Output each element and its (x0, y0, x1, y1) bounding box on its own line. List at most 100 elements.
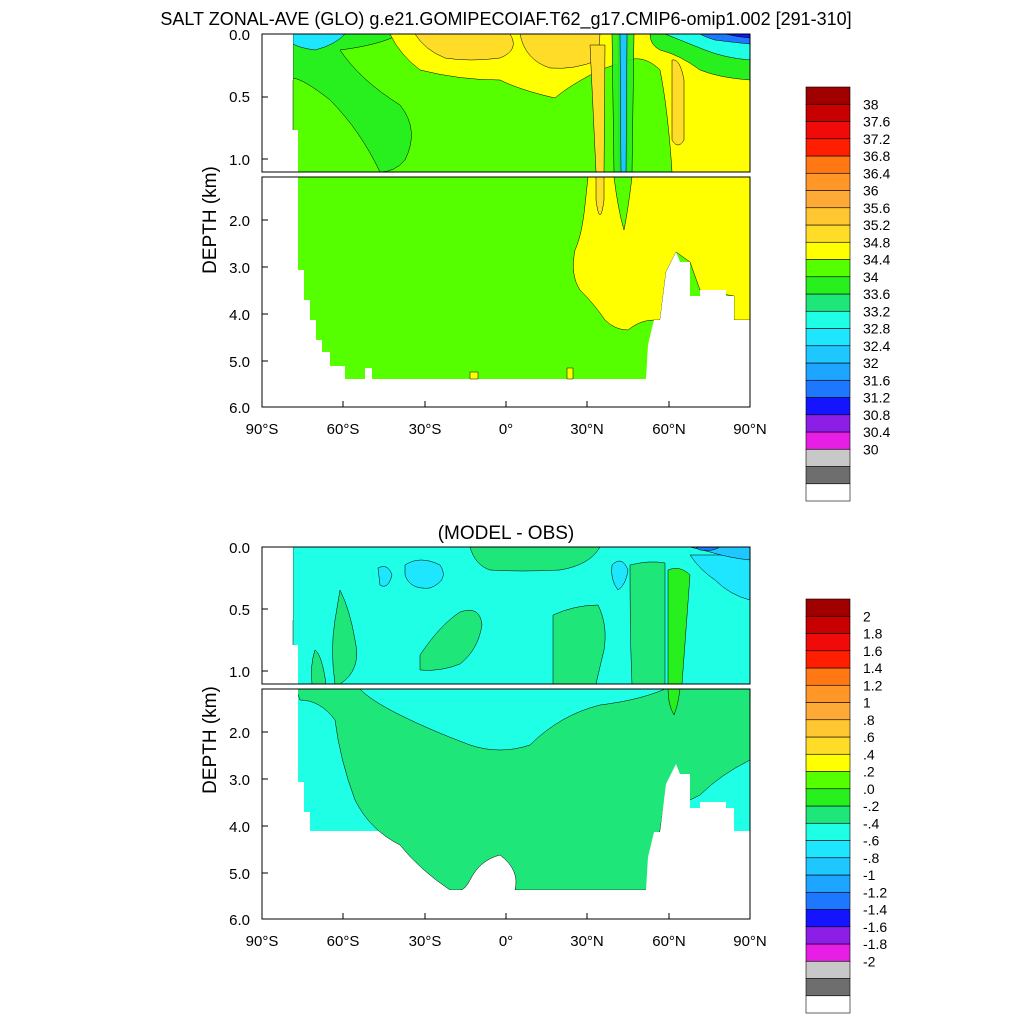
salinity-region-33.6-south (292, 34, 346, 51)
difference-colorbar-swatch (805, 736, 851, 755)
difference-colorbar-swatch (805, 857, 851, 876)
difference-panel: (MODEL - OBS) DEPTH (k (200, 523, 887, 1014)
difference-colorbar-swatch (805, 960, 851, 979)
salinity-x-tick-label: 0° (499, 421, 513, 438)
salinity-colorbar-swatch (805, 121, 851, 140)
salinity-y-tick-label: 2.0 (229, 213, 250, 230)
salinity-colorbar-label: 36.8 (863, 148, 890, 164)
salinity-panel: SALT ZONAL-AVE (GLO) g.e21.GOMIPECOIAF.T… (160, 9, 890, 502)
salinity-x-tick-label: 30°N (570, 421, 604, 438)
difference-colorbar-swatch (805, 943, 851, 962)
salinity-region-33.6-column-45n (619, 34, 628, 172)
difference-y-tick-label: 5.0 (229, 866, 250, 883)
salinity-y-tick-label: 1.0 (229, 152, 250, 169)
salinity-colorbar-swatch (805, 155, 851, 174)
difference-region-neg-0.2-30n (611, 560, 629, 591)
salinity-colorbar-swatch (805, 190, 851, 209)
salinity-colorbar-swatch (805, 259, 851, 278)
salinity-y-tick-label: 4.0 (229, 307, 250, 324)
salinity-colorbar-label: 36.4 (863, 165, 890, 181)
salinity-chart-title: SALT ZONAL-AVE (GLO) g.e21.GOMIPECOIAF.T… (160, 9, 851, 30)
difference-region-0.2-south-c (311, 649, 327, 684)
difference-colorbar-label: -1.2 (863, 884, 887, 900)
difference-x-tick-label: 60°N (652, 933, 686, 950)
salinity-y-tick-label: 3.0 (229, 260, 250, 277)
difference-y-tick-label: 2.0 (229, 725, 250, 742)
salinity-deep-34.4-column (613, 177, 633, 231)
difference-chart-title: (MODEL - OBS) (438, 523, 575, 544)
difference-colorbar-swatch (805, 650, 851, 669)
salinity-colorbar-swatch (805, 328, 851, 347)
difference-colorbar-label: -1 (863, 867, 876, 883)
difference-upper-frame (261, 546, 751, 685)
difference-region-neg-0.2-arctic (689, 554, 750, 601)
salinity-region-35.2-column-60n (671, 59, 685, 146)
difference-colorbar-label: -1.6 (863, 919, 887, 935)
salinity-region-34.0-tongue (292, 34, 412, 172)
salinity-marker-south (469, 371, 479, 380)
salinity-x-tick-label: 60°N (652, 421, 686, 438)
difference-y-tick-label: 1.0 (229, 664, 250, 681)
difference-colorbar-label: .2 (863, 764, 875, 780)
difference-colorbar-swatch (805, 667, 851, 686)
salinity-colorbar-swatch (805, 103, 851, 122)
difference-region-0.2-south-a (332, 589, 357, 684)
difference-colorbar-label: -.6 (863, 833, 880, 849)
salinity-lower-section (262, 177, 750, 407)
salinity-colorbar-label: 31.2 (863, 390, 890, 406)
difference-colorbar-label: -.4 (863, 815, 880, 831)
salinity-colorbar-swatch (805, 362, 851, 381)
difference-colorbar-swatch (805, 978, 851, 997)
salinity-colorbar-swatch (805, 293, 851, 312)
difference-y-ticks: 0.0 0.5 1.0 2.0 3.0 4.0 5.0 6.0 (229, 540, 250, 929)
difference-y-tick-label: 6.0 (229, 912, 250, 929)
salinity-colorbar-swatch (805, 86, 851, 105)
difference-colorbar-label: 1.6 (863, 643, 883, 659)
difference-colorbar-label: .4 (863, 746, 875, 762)
salinity-x-ticks: 90°S 60°S 30°S 0° 30°N 60°N 90°N (246, 421, 767, 438)
salinity-colorbar-swatch (805, 379, 851, 398)
difference-deep-0.4-column (667, 689, 681, 716)
difference-region-0.4-column (667, 568, 691, 684)
difference-upper-section (262, 547, 750, 684)
difference-y-tick-marks (262, 546, 268, 874)
salinity-colorbar-label: 35.6 (863, 200, 890, 216)
salinity-colorbar-label: 31.6 (863, 372, 890, 388)
salinity-colorbar-swatch (805, 483, 851, 502)
difference-colorbar-label: -.2 (863, 798, 880, 814)
difference-colorbar-swatch (805, 598, 851, 617)
difference-land-antarctica (262, 547, 298, 684)
difference-region-0.2-surface (469, 547, 601, 572)
salinity-colorbar-label: 32 (863, 355, 879, 371)
difference-region-neg-0.2-south-b (377, 566, 393, 587)
difference-colorbar-swatch (805, 909, 851, 928)
salinity-colorbar-label: 30 (863, 441, 879, 457)
difference-colorbar-label: -.8 (863, 850, 880, 866)
difference-region-0.2-south-b (419, 609, 483, 671)
salinity-y-tick-label: 0.0 (229, 27, 250, 44)
salinity-region-arctic-freshest (724, 34, 750, 39)
difference-seafloor (262, 689, 750, 919)
salinity-colorbar-swatch (805, 414, 851, 433)
difference-y-tick-label: 0.5 (229, 602, 250, 619)
difference-colorbar-label: 1.2 (863, 677, 883, 693)
salinity-colorbar-swatch (805, 310, 851, 329)
salinity-land-antarctica (262, 34, 298, 172)
difference-colorbar-label: .8 (863, 712, 875, 728)
salinity-colorbar-label: 34.8 (863, 234, 890, 250)
difference-y-tick-label: 3.0 (229, 772, 250, 789)
difference-colorbar-label: .6 (863, 729, 875, 745)
salinity-colorbar-swatch (805, 345, 851, 364)
difference-x-tick-label: 30°S (409, 933, 442, 950)
salinity-colorbar-label: 32.4 (863, 338, 890, 354)
difference-deep-0.2 (295, 689, 750, 891)
difference-colorbar-swatch (805, 840, 851, 859)
salinity-x-tick-label: 30°S (409, 421, 442, 438)
salinity-colorbar-swatch (805, 241, 851, 260)
difference-colorbar-swatch (805, 615, 851, 634)
difference-x-ticks: 90°S 60°S 30°S 0° 30°N 60°N 90°N (246, 933, 767, 950)
salinity-y-axis-label: DEPTH (km) (200, 166, 221, 274)
difference-colorbar-swatch (805, 788, 851, 807)
difference-colorbar-swatch (805, 702, 851, 721)
salinity-colorbar-label: 37.6 (863, 114, 890, 130)
